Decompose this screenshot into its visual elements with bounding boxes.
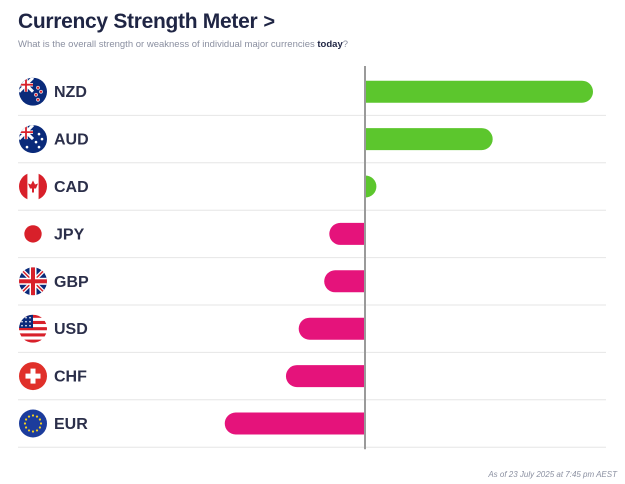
subtitle-suffix: ? [342,39,349,50]
bar-chf [285,365,365,388]
chart-row-nzd: NZD [18,77,606,116]
currency-label-usd: USD [54,321,88,338]
subtitle-bold: today [317,39,343,50]
bar-gbp [324,270,365,293]
us-flag-icon [19,314,47,343]
page-title: Currency Strength Meter > [18,10,348,34]
nz-flag-icon [19,77,47,106]
chart-header: Currency Strength Meter > What is the ov… [18,10,348,50]
title-text: Currency Strength Meter [18,10,258,33]
bar-cad [365,175,377,198]
currency-label-eur: EUR [54,416,88,433]
currency-label-aud: AUD [54,132,89,149]
bar-usd [298,317,365,340]
chart-row-aud: AUD [18,125,606,164]
subtitle: What is the overall strength or weakness… [18,39,348,50]
eu-flag-icon [19,409,47,438]
currency-label-gbp: GBP [54,274,89,291]
chart-row-usd: USD [18,314,606,353]
ca-flag-icon [19,172,47,201]
chevron-right-icon: > [263,11,275,33]
gb-flag-icon [19,267,47,296]
bar-nzd [365,80,593,103]
bar-aud [365,128,493,151]
currency-label-chf: CHF [54,369,87,386]
chart-row-gbp: GBP [18,267,606,306]
bar-eur [224,412,365,435]
jp-flag-icon [19,219,47,248]
subtitle-prefix: What is the overall strength or weakness… [18,39,318,50]
chart-row-cad: CAD [18,172,606,211]
title-link[interactable]: Currency Strength Meter > [18,10,275,34]
chart-row-jpy: JPY [18,219,606,259]
chart-row-eur: EUR [18,409,606,448]
currency-label-cad: CAD [54,179,89,196]
currency-label-jpy: JPY [54,226,85,243]
currency-label-nzd: NZD [54,84,87,101]
au-flag-icon [19,125,47,154]
chart-row-chf: CHF [18,362,606,401]
ch-flag-icon [19,362,47,391]
timestamp: As of 23 July 2025 at 7:45 pm AEST [488,470,617,479]
bar-jpy [329,222,365,245]
